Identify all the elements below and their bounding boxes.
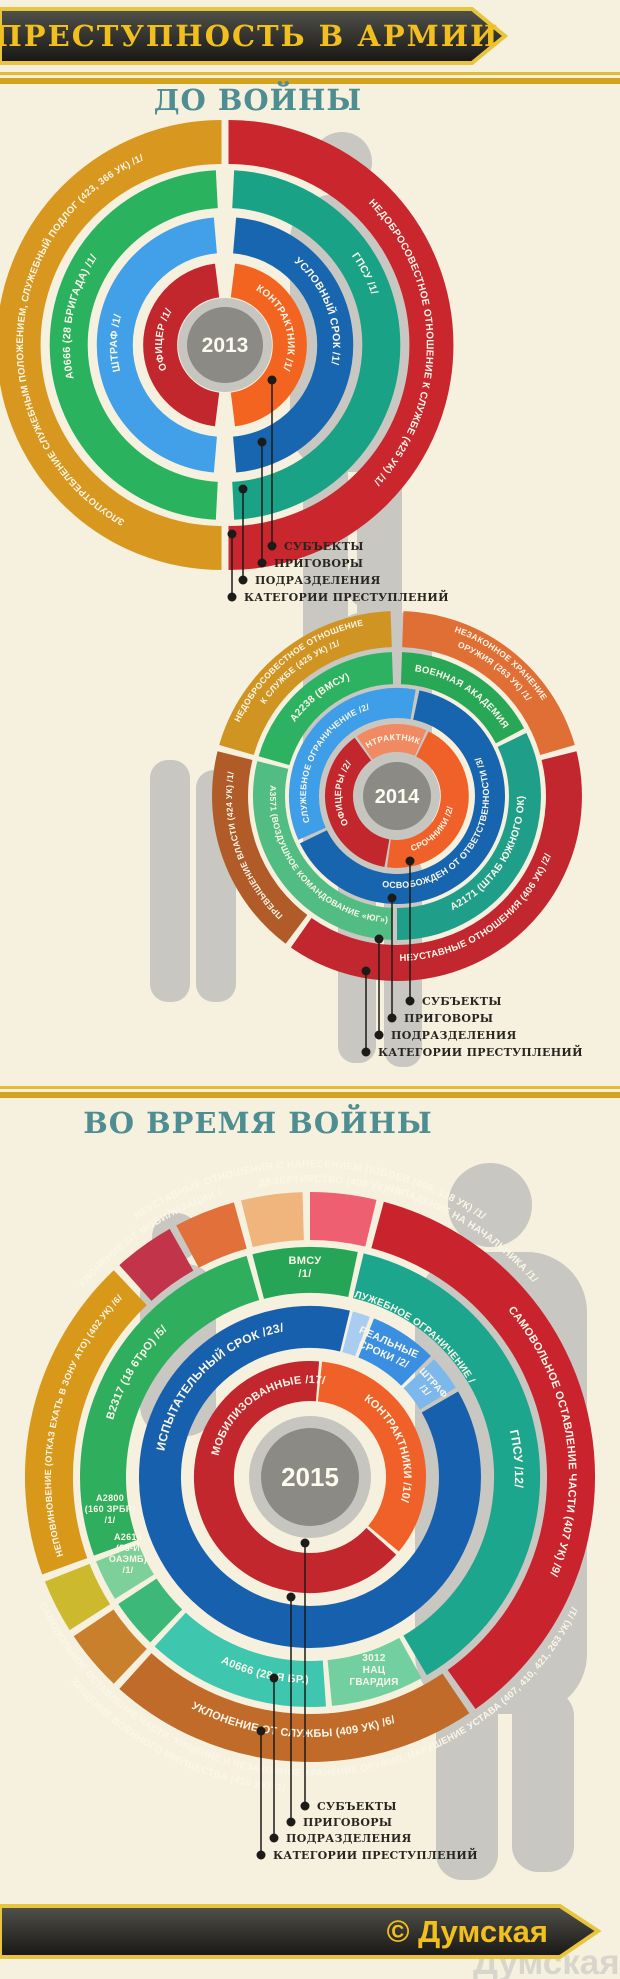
legend-item-categories: КАТЕГОРИИ ПРЕСТУПЛЕНИЙ [244,589,449,604]
segment-2013-category-negligence [228,120,454,570]
svg-text:НАЦ: НАЦ [363,1665,386,1676]
gold-divider-mid-thick [0,1092,620,1098]
legend-item-subjects: СУБЪЕКТЫ [317,1800,397,1813]
segment-2013-unit-gpsu [232,170,401,520]
legend-item-categories: КАТЕГОРИИ ПРЕСТУПЛЕНИЙ [273,1847,478,1862]
header-banner-shape [0,7,509,65]
segment-2015-category-service-evasion [119,1652,470,1762]
svg-text:/1/: /1/ [298,1268,311,1280]
segment-2014-subject-contractnik [356,724,427,760]
header-banner: ПРЕСТУПНОСТЬ В АРМИИ [0,7,509,65]
segment-2015-category-awol [371,1201,595,1710]
ring-label-a2614: А2614 (88-Й ОАЭМБ) /1/ [109,1532,147,1575]
legend-2013: СУБЪЕКТЫ ПРИГОВОРЫ ПОДРАЗДЕЛЕНИЯ КАТЕГОР… [227,375,449,604]
year-label-2014: 2014 [375,786,420,808]
segment-2015-category-disobedience [24,1270,148,1575]
segment-2015-unit-v2317 [80,1255,260,1556]
segment-2015-sentence-fine [403,1359,456,1411]
segment-2014-unit-a2238 [258,652,394,766]
gold-divider-top-thin [0,72,620,75]
segment-2015-category-mobilization-evasion [119,1228,194,1302]
segment-2015-sentence-restriction [342,1311,370,1357]
footer-banner: © Думская [0,1904,602,1959]
svg-text:ВМСУ: ВМСУ [289,1255,322,1267]
segment-2015-category-awol-theft-weapons [44,1563,111,1631]
segment-2014-unit-academy [400,652,525,744]
segment-2015-unit-natsgvardia [327,1637,422,1706]
segment-2015-category-attack-on-commander [309,1192,377,1247]
footer-banner-shape [0,1904,602,1959]
segment-2015-sentence-probation [138,1306,481,1648]
chart-2013: 2013 ЗЛОУПОТРЕБЛЕНИЕ СЛУЖЕБНЫМ ПОЛОЖЕНИЕ… [0,120,454,604]
svg-text:ШТРАФ /1/: ШТРАФ /1/ [108,313,124,373]
segment-2013-sentence-probation [232,217,354,473]
svg-text:ГВАРДИЯ: ГВАРДИЯ [349,1677,398,1688]
svg-text:/1/: /1/ [123,1565,134,1575]
segment-2014-unit-a2171 [396,732,541,940]
center-circle-2014 [363,762,431,830]
legend-item-sentences: ПРИГОВОРЫ [303,1816,392,1829]
segment-2014-category-weapons [401,611,575,756]
year-label-2013: 2013 [202,334,249,357]
legend-item-units: ПОДРАЗДЕЛЕНИЯ [255,574,381,587]
svg-text:А2800: А2800 [96,1493,124,1503]
segment-2014-subject-conscripts [387,731,469,868]
ring-label-a2800: А2800 (160 ЗРБР) /1/ [85,1493,136,1525]
segment-2015-unit-a0666 [154,1612,326,1707]
segment-2015-subject-mobilized [194,1361,397,1593]
legend-2015: СУБЪЕКТЫ ПРИГОВОРЫ ПОДРАЗДЕЛЕНИЯ КАТЕГОР… [256,1538,478,1862]
legend-2014: СУБЪЕКТЫ ПРИГОВОРЫ ПОДРАЗДЕЛЕНИЯ КАТЕГОР… [361,856,583,1059]
segment-2014-sentence-restriction [288,688,416,840]
svg-text:(88-Й: (88-Й [116,1542,140,1553]
segment-2014-category-power-abuse [212,751,308,944]
center-circle-2013 [187,307,263,383]
svg-text:/1/: /1/ [105,1515,116,1525]
legend-item-sentences: ПРИГОВОРЫ [274,557,363,570]
segment-2014-category-negligence [219,611,393,756]
segment-2015-unit-a2614 [118,1578,183,1643]
center-circle-2015 [261,1428,359,1526]
segment-2014-category-hazing [290,751,582,981]
ring-label-natsgvardia: 3012 НАЦ ГВАРДИЯ [349,1653,398,1688]
segment-2013-sentence-fine [96,217,218,473]
section-title-before-war: ДО ВОЙНЫ [154,80,363,117]
segment-2013-subject-contractnik [230,263,307,427]
gold-divider-top-thick [0,78,620,84]
segment-2015-unit-a2800 [96,1543,155,1599]
segment-2015-subject-contractniki [317,1361,426,1552]
gold-divider-mid-thin [0,1086,620,1089]
svg-text:А2614: А2614 [114,1532,142,1542]
legend-item-units: ПОДРАЗДЕЛЕНИЯ [391,1029,517,1042]
section-title-during-war: ВО ВРЕМЯ ВОЙНЫ [83,1103,432,1140]
segment-2013-unit-a0666 [49,170,218,520]
svg-text:3012: 3012 [362,1653,386,1664]
footer-credit: © Думская [387,1914,548,1949]
segment-2015-unit-gpsu [352,1253,541,1676]
segment-2014-subject-officers [325,737,390,867]
ring-label-vmsu: ВМСУ /1/ [289,1255,322,1280]
segment-2015-unit-vmsu [252,1247,358,1300]
year-label-2015: 2015 [281,1462,339,1492]
legend-item-sentences: ПРИГОВОРЫ [404,1012,493,1025]
segment-2014-unit-a3571 [253,761,394,940]
segment-2013-subject-officer [143,263,220,427]
legend-item-units: ПОДРАЗДЕЛЕНИЯ [286,1832,412,1845]
segment-2015-category-desertion [176,1202,248,1268]
segment-2015-category-property-theft [73,1609,148,1684]
page-title: ПРЕСТУПНОСТЬ В АРМИИ [0,19,500,53]
segment-2013-category-abuse [0,120,222,570]
legend-item-categories: КАТЕГОРИИ ПРЕСТУПЛЕНИЙ [378,1044,583,1059]
svg-text:ОАЭМБ): ОАЭМБ) [109,1554,147,1564]
segment-2014-sentence-released [299,690,505,904]
svg-text:(160 ЗРБР): (160 ЗРБР) [85,1504,136,1514]
legend-item-subjects: СУБЪЕКТЫ [422,995,502,1008]
segment-2015-category-hazing-beatings [241,1192,305,1248]
legend-item-subjects: СУБЪЕКТЫ [284,540,364,553]
segment-2015-sentence-real-terms [357,1318,431,1387]
ring-label: ШТРАФ /1/ [108,313,124,373]
